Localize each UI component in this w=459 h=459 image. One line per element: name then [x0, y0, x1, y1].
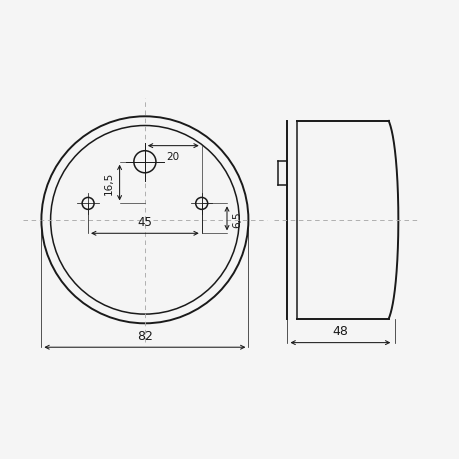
- Text: 16,5: 16,5: [104, 172, 114, 195]
- Text: 45: 45: [137, 215, 152, 228]
- Text: 20: 20: [166, 152, 179, 162]
- Text: 82: 82: [137, 329, 152, 342]
- Text: 48: 48: [332, 325, 347, 337]
- Text: 6,5: 6,5: [232, 211, 242, 227]
